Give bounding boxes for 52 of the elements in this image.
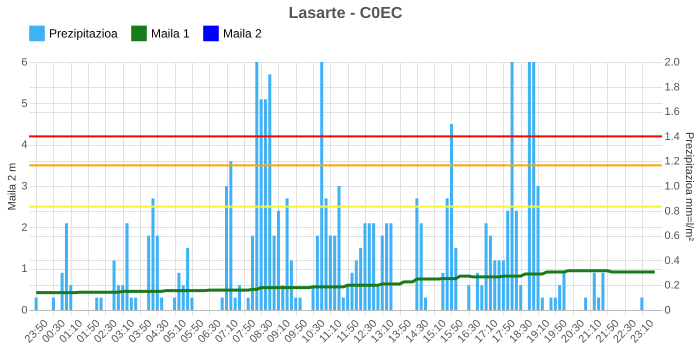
y-axis-title: Maila 2 m: [6, 162, 18, 210]
legend-label: Maila 1: [151, 26, 190, 40]
bar: [286, 198, 289, 310]
bar: [484, 223, 488, 310]
bar: [255, 62, 258, 310]
y2-axis-title: Prezipitazioa mm=l/m²: [682, 132, 695, 242]
bar: [268, 74, 272, 310]
y2-tick-label: 1.0: [664, 180, 680, 192]
bar: [320, 62, 324, 310]
y2-tick-label: 1.2: [664, 156, 680, 168]
bar: [34, 298, 38, 310]
y-tick-label: 5: [21, 98, 28, 110]
bar: [95, 298, 98, 310]
bar: [467, 285, 470, 310]
chart-title: Lasarte - C0EC: [288, 5, 403, 22]
bar: [584, 298, 588, 310]
legend-label: Maila 2: [223, 26, 262, 40]
bar: [498, 260, 501, 310]
bar: [229, 161, 232, 310]
bar: [372, 223, 376, 310]
bar: [550, 298, 553, 310]
y2-tick-label: 1.4: [664, 130, 680, 143]
y2-tick-label: 0.2: [664, 280, 680, 292]
y-tick-label: 4: [21, 139, 28, 152]
bar: [368, 223, 371, 310]
y2-tick-label: 0: [664, 304, 671, 316]
y-tick-label: 2: [21, 222, 28, 234]
bar: [601, 272, 604, 310]
bar: [415, 198, 418, 310]
y-tick-label: 1: [21, 263, 28, 276]
y2-tick-label: 0.4: [664, 254, 680, 267]
y2-tick-label: 0.6: [664, 230, 680, 242]
bar: [640, 298, 644, 310]
bar: [532, 62, 536, 310]
y2-tick-label: 0.8: [664, 205, 680, 218]
bar: [52, 298, 55, 310]
y2-tick-label: 2.0: [664, 56, 680, 68]
bar: [385, 223, 388, 310]
legend-label: Prezipitazioa: [49, 26, 118, 40]
y2-tick-label: 1.6: [664, 106, 680, 118]
y-tick-label: 3: [21, 180, 28, 192]
bar: [389, 223, 392, 310]
y2-tick-label: 1.8: [664, 81, 680, 94]
bar: [592, 272, 596, 310]
bar: [134, 298, 138, 310]
bar: [186, 248, 190, 310]
bar: [528, 62, 531, 310]
bar: [562, 272, 566, 310]
y-tick-label: 0: [21, 304, 28, 316]
y-tick-label: 6: [21, 56, 28, 68]
bar: [112, 260, 116, 310]
line-series: [34, 269, 656, 294]
